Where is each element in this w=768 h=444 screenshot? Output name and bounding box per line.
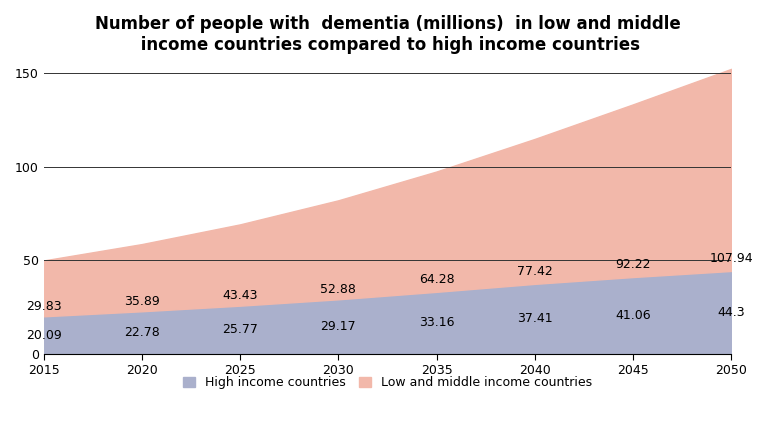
Text: 92.22: 92.22 xyxy=(615,258,650,271)
Text: 107.94: 107.94 xyxy=(710,252,753,266)
Text: 44.3: 44.3 xyxy=(717,306,745,319)
Text: 52.88: 52.88 xyxy=(320,282,356,296)
Text: 25.77: 25.77 xyxy=(222,323,258,336)
Text: 64.28: 64.28 xyxy=(419,273,455,286)
Legend: High income countries, Low and middle income countries: High income countries, Low and middle in… xyxy=(177,371,598,394)
Text: 29.83: 29.83 xyxy=(26,300,61,313)
Text: 33.16: 33.16 xyxy=(419,317,455,329)
Title: Number of people with  dementia (millions)  in low and middle
 income countries : Number of people with dementia (millions… xyxy=(94,15,680,54)
Text: 29.17: 29.17 xyxy=(320,320,356,333)
Text: 41.06: 41.06 xyxy=(615,309,650,322)
Text: 77.42: 77.42 xyxy=(517,265,553,278)
Text: 35.89: 35.89 xyxy=(124,294,160,308)
Text: 22.78: 22.78 xyxy=(124,326,160,339)
Text: 37.41: 37.41 xyxy=(517,313,553,325)
Text: 43.43: 43.43 xyxy=(223,289,258,302)
Text: 20.09: 20.09 xyxy=(26,329,61,341)
